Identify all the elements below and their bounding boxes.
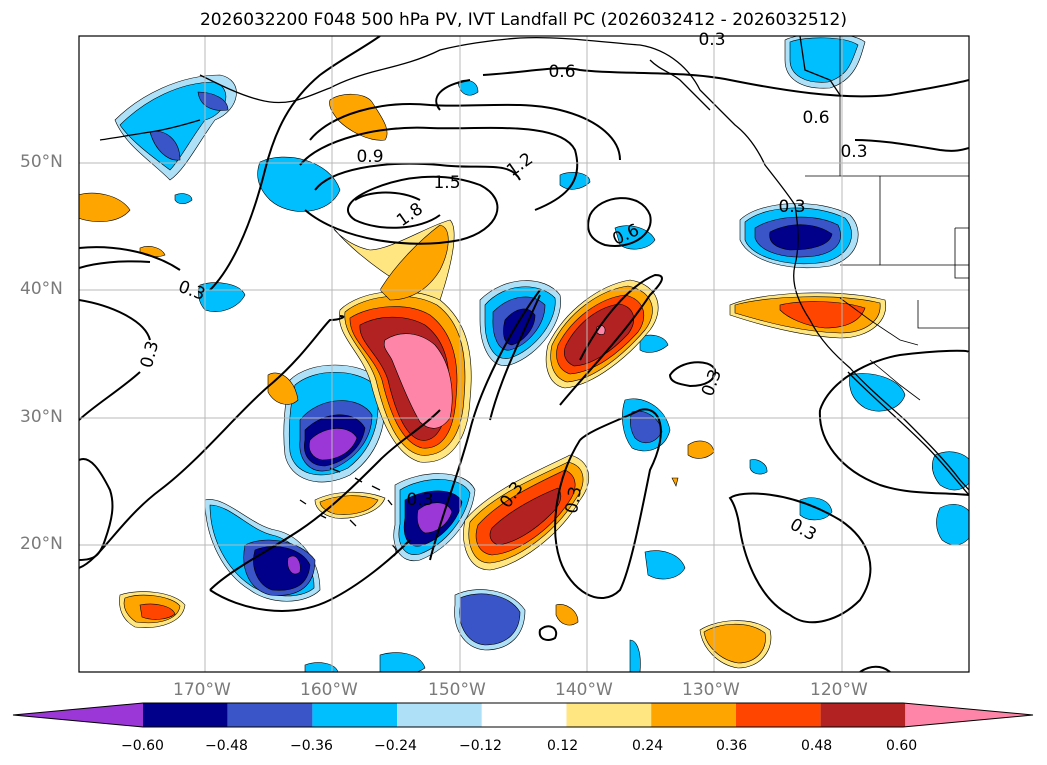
colorbar-tick-label: −0.60: [121, 738, 164, 754]
contour-label: 0.9: [356, 147, 383, 167]
colorbar-tick-label: 0.36: [716, 738, 748, 754]
contour-label: 0.3: [840, 142, 867, 162]
pv-contours: [79, 36, 969, 672]
colorbar-segment: [651, 703, 736, 727]
lat-label: 40°N: [20, 279, 63, 299]
contour-label: 1.5: [433, 173, 460, 193]
colorbar-tick-label: 0.12: [547, 738, 579, 754]
colorbar-tick-label: −0.12: [459, 738, 502, 754]
contour-label: 0.3: [778, 197, 805, 217]
colorbar-segment: [227, 703, 313, 727]
positive-anomaly-blobs: [79, 93, 887, 669]
colorbar-tick-label: −0.48: [205, 738, 248, 754]
colorbar: [12, 702, 1034, 728]
coastlines: [99, 36, 969, 557]
contour-label: 0.3: [406, 490, 433, 510]
colorbar-segment: [566, 703, 652, 727]
political-borders: [805, 36, 969, 401]
contour-label: 0.6: [802, 108, 829, 128]
colorbar-segment: [735, 703, 821, 727]
contour-label: 0.6: [548, 62, 575, 82]
lat-label: 20°N: [20, 534, 63, 554]
lon-label: 140°W: [555, 680, 613, 700]
colorbar-segment: [481, 703, 567, 727]
colorbar-tick-label: 0.48: [801, 738, 833, 754]
lon-label: 160°W: [300, 680, 358, 700]
lon-label: 130°W: [682, 680, 740, 700]
colorbar-segment: [397, 703, 482, 727]
colorbar-tick-label: 0.24: [632, 738, 664, 754]
lat-label: 50°N: [20, 152, 63, 172]
colorbar-tick-label: −0.24: [374, 738, 417, 754]
lon-label: 120°W: [810, 680, 868, 700]
colorbar-tick-label: 0.60: [886, 738, 918, 754]
colorbar-segment: [905, 703, 1033, 727]
colorbar-segment: [143, 703, 228, 727]
contour-label: 0.3: [698, 30, 725, 50]
gridlines: [79, 36, 969, 672]
colorbar-segment: [820, 703, 906, 727]
lon-label: 150°W: [428, 680, 486, 700]
colorbar-outline: [12, 702, 1034, 728]
contour-label: 0.3: [562, 485, 586, 515]
map-title: 2026032200 F048 500 hPa PV, IVT Landfall…: [199, 10, 847, 30]
colorbar-tick-label: −0.36: [290, 738, 333, 754]
colorbar-segment: [312, 703, 398, 727]
map-frame: [78, 35, 970, 673]
colorbar-segment: [13, 703, 143, 727]
lon-label: 170°W: [173, 680, 231, 700]
lat-label: 30°N: [20, 407, 63, 427]
